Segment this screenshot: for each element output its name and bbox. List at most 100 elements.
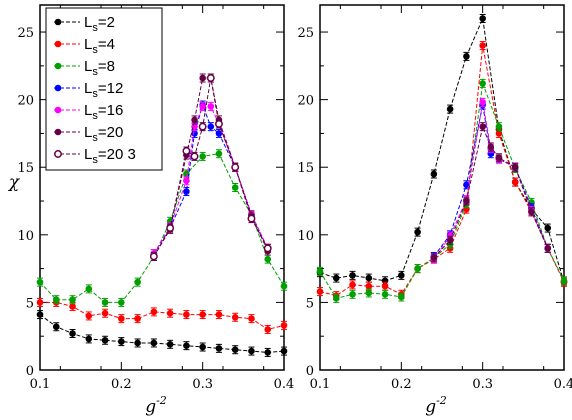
data-point bbox=[166, 341, 174, 348]
data-point bbox=[118, 338, 125, 345]
data-point bbox=[183, 170, 190, 178]
y-tick-label: 0 bbox=[26, 364, 34, 379]
data-point bbox=[134, 315, 141, 322]
data-point bbox=[191, 116, 198, 124]
data-point bbox=[349, 290, 356, 298]
y-tick-label: 10 bbox=[297, 229, 314, 244]
data-point bbox=[183, 342, 190, 349]
data-point bbox=[280, 347, 288, 355]
data-point bbox=[414, 228, 421, 236]
legend-marker bbox=[54, 84, 62, 92]
data-point bbox=[166, 224, 175, 233]
right-panel: 0.1 0.2 0.3 0.4 0 5 10 15 20 25 g-2 bbox=[297, 4, 572, 417]
data-point bbox=[365, 274, 373, 282]
data-point bbox=[215, 150, 223, 158]
x-axis-label-exponent: -2 bbox=[156, 394, 167, 407]
x-tick-label: 0.3 bbox=[192, 377, 213, 392]
x-axis-label: g-2 bbox=[145, 394, 167, 417]
data-point bbox=[479, 42, 486, 49]
data-point bbox=[280, 282, 288, 290]
data-point bbox=[247, 214, 256, 223]
legend-label-value: =4 bbox=[98, 36, 115, 53]
data-point bbox=[248, 315, 255, 322]
data-point bbox=[199, 103, 206, 110]
series-4 bbox=[150, 100, 272, 259]
data-point bbox=[183, 188, 190, 195]
data-point bbox=[69, 330, 76, 337]
data-point bbox=[446, 236, 454, 244]
data-point bbox=[495, 154, 503, 162]
data-point bbox=[381, 282, 389, 290]
y-tick-label: 15 bbox=[17, 161, 34, 176]
legend-marker bbox=[54, 128, 62, 136]
data-point bbox=[207, 123, 215, 130]
series-7 bbox=[149, 73, 272, 261]
data-point bbox=[150, 339, 158, 347]
series-line bbox=[319, 16, 565, 283]
legend-label-subscript: s bbox=[92, 88, 98, 100]
data-point bbox=[118, 299, 125, 306]
data-point bbox=[248, 347, 255, 355]
legend-box bbox=[45, 7, 163, 171]
data-point bbox=[479, 99, 486, 106]
x-tick-label: 0.1 bbox=[30, 377, 51, 392]
legend-label-subscript: s bbox=[92, 132, 98, 144]
y-tick-label: 25 bbox=[17, 26, 34, 41]
legend-marker bbox=[54, 150, 62, 158]
data-point bbox=[69, 296, 76, 304]
data-point bbox=[198, 122, 207, 131]
x-axis-label-exponent: -2 bbox=[436, 394, 447, 407]
legend-label-value: =20 3 bbox=[98, 146, 136, 163]
y-tick-label: 20 bbox=[17, 94, 34, 109]
data-point bbox=[479, 80, 486, 87]
series-line bbox=[319, 45, 565, 297]
data-point bbox=[52, 296, 60, 304]
legend-label-subscript: s bbox=[92, 66, 98, 78]
legend-label-value: =2 bbox=[98, 14, 115, 31]
data-point bbox=[231, 346, 239, 354]
series-2 bbox=[36, 297, 288, 334]
data-point bbox=[332, 295, 340, 302]
data-point bbox=[544, 245, 552, 252]
data-point bbox=[85, 335, 93, 343]
data-point bbox=[479, 123, 486, 130]
series-3 bbox=[36, 149, 288, 307]
data-point bbox=[149, 252, 158, 261]
data-point bbox=[215, 311, 223, 318]
data-point bbox=[36, 299, 44, 306]
legend-item: Ls=16 bbox=[54, 102, 123, 122]
data-point bbox=[463, 197, 470, 205]
data-point bbox=[316, 268, 324, 275]
data-point bbox=[134, 339, 141, 347]
data-point bbox=[511, 163, 519, 171]
data-point bbox=[85, 285, 93, 293]
data-point bbox=[36, 278, 44, 286]
data-point bbox=[349, 281, 356, 289]
series-3 bbox=[316, 78, 568, 303]
data-point bbox=[150, 308, 158, 316]
plot-frame bbox=[319, 4, 565, 371]
data-point bbox=[36, 311, 44, 318]
legend-label-value: =20 bbox=[98, 124, 123, 141]
legend-label: Ls=8 bbox=[84, 58, 115, 78]
data-point bbox=[183, 177, 190, 185]
legend-label: Ls=4 bbox=[84, 36, 115, 56]
series-6 bbox=[430, 122, 552, 263]
data-point bbox=[264, 255, 272, 263]
data-point bbox=[190, 152, 199, 161]
series-1 bbox=[36, 310, 288, 357]
left-panel: 0.1 0.2 0.3 0.4 0 5 10 15 20 25 g-2 χ Ls=2Ls=4Ls=8 Ls… bbox=[8, 4, 294, 417]
data-point bbox=[544, 224, 552, 232]
y-tick-label: 0 bbox=[306, 364, 314, 379]
series-line bbox=[153, 77, 269, 257]
y-tick-label: 5 bbox=[26, 296, 34, 311]
legend-label-subscript: s bbox=[92, 44, 98, 56]
data-point bbox=[199, 153, 206, 160]
data-point bbox=[430, 254, 438, 262]
legend-item: Ls=20 3 bbox=[54, 146, 136, 166]
y-axis-label: χ bbox=[8, 173, 21, 193]
data-point bbox=[166, 309, 174, 317]
legend-label-value: =16 bbox=[98, 102, 123, 119]
data-point bbox=[101, 299, 109, 306]
